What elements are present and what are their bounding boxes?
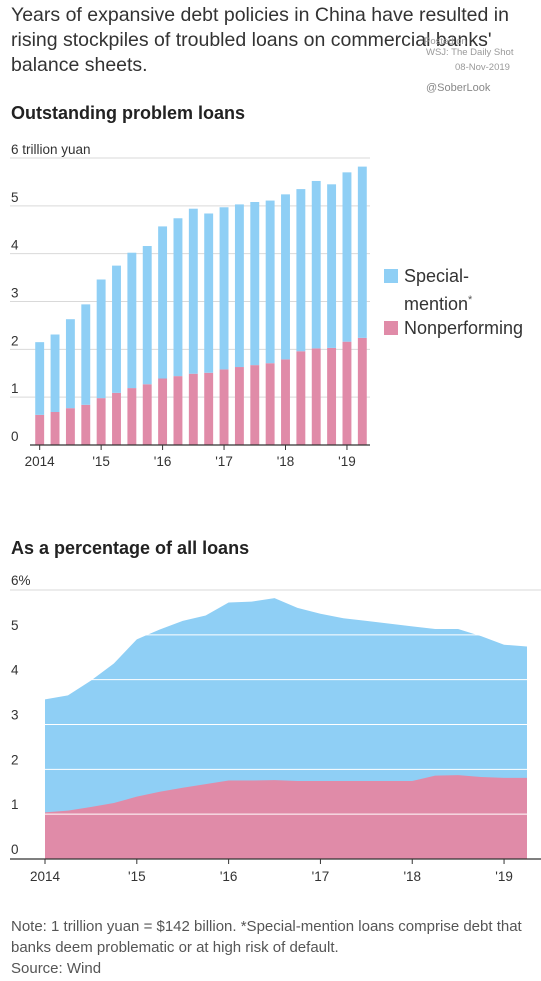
chart1-bar-special-mention <box>127 252 137 389</box>
chart1-bar-special-mention <box>327 184 337 348</box>
chart1-ytick-label: 2 <box>11 333 19 348</box>
chart1-bar-nonperforming <box>327 347 337 445</box>
chart1-bar-nonperforming <box>112 392 121 445</box>
legend-asterisk: * <box>468 294 473 306</box>
chart1-bar-special-mention <box>96 279 106 399</box>
chart1-bar-nonperforming <box>342 341 352 445</box>
chart1-bar-special-mention <box>65 319 75 409</box>
chart1-xtick-label: '17 <box>215 454 233 469</box>
chart1-bar-nonperforming <box>296 351 306 445</box>
chart1-bar-nonperforming <box>188 373 198 445</box>
chart1-bar-nonperforming <box>81 404 91 445</box>
chart1-bar-special-mention <box>81 304 91 405</box>
chart1-xtick-label: 2014 <box>25 454 56 469</box>
chart1-bar-special-mention <box>311 180 321 349</box>
legend-swatch-nonperforming <box>384 321 398 335</box>
legend-label-special-mention: Special- <box>404 266 470 286</box>
chart1-xtick-label: '15 <box>92 454 110 469</box>
outstanding-loans-chart: 0 1 2 3 4 5 6 trillion yuan 2014 '15 '16 '17 '18 '19 <box>10 142 370 469</box>
chart1-ytick-label: 1 <box>11 381 19 396</box>
chart1-bar-special-mention <box>234 204 244 368</box>
chart1-bar-nonperforming <box>281 359 290 445</box>
chart1-bar-nonperforming <box>35 414 45 445</box>
chart2-ytick-label: 6% <box>11 573 31 588</box>
chart2-xtick-label: '18 <box>403 869 421 884</box>
chart1-bar-special-mention <box>35 342 45 415</box>
chart1-bar-nonperforming <box>127 388 137 445</box>
legend-label-special-mention-2: mention <box>404 294 469 314</box>
chart1-ytick-label: 4 <box>11 238 19 253</box>
chart1-bar-special-mention <box>188 208 198 374</box>
chart1-xtick-label: '19 <box>338 454 356 469</box>
chart1-bar-special-mention <box>296 189 306 352</box>
chart1-bar-nonperforming <box>173 376 183 445</box>
chart1-xtick-label: '18 <box>277 454 295 469</box>
headline: Years of expansive debt policies in Chin… <box>11 4 509 76</box>
chart1-title: Outstanding problem loans <box>11 103 246 123</box>
chart1-bar-nonperforming <box>204 372 214 445</box>
chart1-bar-special-mention <box>250 202 260 366</box>
chart1-bar-special-mention <box>112 265 121 393</box>
chart2-xtick-label: '16 <box>220 869 238 884</box>
footnote: Note: 1 trillion yuan = $142 billion. *S… <box>11 916 541 979</box>
percentage-loans-chart: 0 1 2 3 4 5 6% 2014 '15 '16 '17 '18 '19 <box>10 573 541 884</box>
watermark-handle: @SoberLook <box>426 82 491 94</box>
chart2-xtick-label: '17 <box>312 869 330 884</box>
chart1-ytick-label: 5 <box>11 190 19 205</box>
watermark-source: WSJ: The Daily Shot <box>426 47 514 58</box>
chart1-bar-special-mention <box>281 194 290 360</box>
chart2-ytick-label: 2 <box>11 752 19 767</box>
chart1-bar-nonperforming <box>311 348 321 445</box>
chart2-ytick-label: 0 <box>11 842 19 857</box>
chart1-bar-special-mention <box>158 226 168 379</box>
legend-label-nonperforming: Nonperforming <box>404 318 524 338</box>
chart1-bar-special-mention <box>173 218 183 377</box>
chart1-bar-special-mention <box>265 200 275 364</box>
watermark-date: 08-Nov-2019 <box>455 62 510 73</box>
chart2-xtick-label: '15 <box>128 869 146 884</box>
legend-item-nonperforming: Nonperforming <box>384 316 523 340</box>
chart1-ytick-label: 0 <box>11 429 19 444</box>
chart1-bar-special-mention <box>342 172 352 342</box>
chart1-bar-special-mention <box>204 213 214 373</box>
chart2-ytick-label: 3 <box>11 708 19 723</box>
chart2-title: As a percentage of all loans <box>11 538 250 558</box>
chart2-ytick-label: 1 <box>11 797 19 812</box>
watermark-posted: Posted on <box>424 36 467 47</box>
chart1-bar-nonperforming <box>250 365 260 445</box>
chart1-bar-nonperforming <box>357 337 367 445</box>
chart2-xtick-label: '19 <box>495 869 513 884</box>
chart1-bar-special-mention <box>219 207 229 370</box>
chart1-ytick-label: 3 <box>11 286 19 301</box>
footnote-note: Note: 1 trillion yuan = $142 billion. *S… <box>11 918 522 956</box>
chart1-bar-nonperforming <box>234 367 244 445</box>
chart1-bar-nonperforming <box>96 398 106 445</box>
chart2-area-nonperforming <box>45 775 527 859</box>
chart1-bar-nonperforming <box>219 369 229 445</box>
legend-item-special-mention: Special- mention* <box>384 264 523 316</box>
chart1-bar-nonperforming <box>142 384 152 445</box>
chart1-bar-special-mention <box>142 246 152 385</box>
chart1-bar-nonperforming <box>158 378 168 445</box>
chart2-ytick-label: 4 <box>11 663 19 678</box>
chart1-ytick-label: 6 trillion yuan <box>11 142 91 157</box>
chart1-bar-nonperforming <box>50 411 60 445</box>
chart1-bar-nonperforming <box>265 363 275 445</box>
chart1-bar-special-mention <box>357 166 367 338</box>
chart1-bar-nonperforming <box>65 408 75 445</box>
chart2-xtick-label: 2014 <box>30 869 61 884</box>
footnote-source: Source: Wind <box>11 960 102 977</box>
chart1-xtick-label: '16 <box>154 454 172 469</box>
legend-swatch-special-mention <box>384 269 398 283</box>
chart1-bar-special-mention <box>50 334 60 412</box>
chart2-ytick-label: 5 <box>11 618 19 633</box>
legend: Special- mention* Nonperforming <box>384 264 523 340</box>
